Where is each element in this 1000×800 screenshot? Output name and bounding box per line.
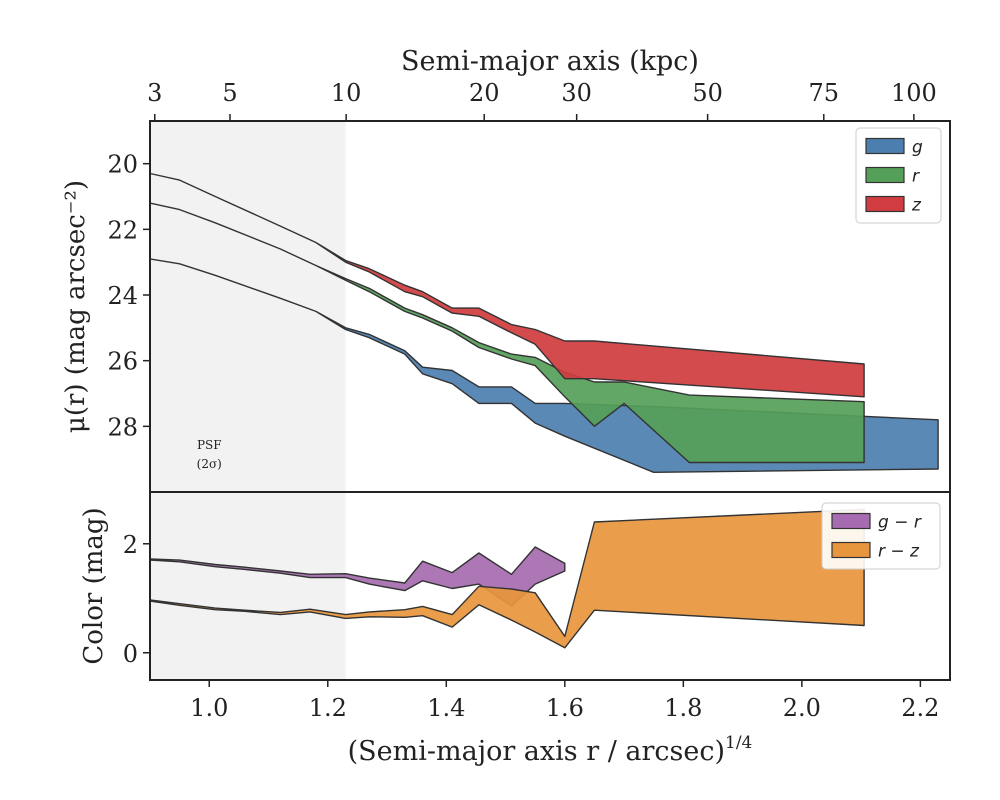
surface-brightness-series <box>149 172 939 473</box>
x-tick-label: 1.8 <box>664 694 702 722</box>
bottom-panel: 02 1.0 1.2 1.4 1.6 1.8 2.0 2.2 Color (mag) (Se… <box>79 491 951 767</box>
top-x-tick-label: 100 <box>891 79 937 107</box>
top-y-axis-label: μ(r) (mag arcsec⁻²) <box>61 180 91 433</box>
top-x-axis-kpc: 3 5 10 20 30 50 75 100 <box>147 79 937 121</box>
top-panel: 20 22 24 26 28 3 5 10 20 30 50 75 100 Semi-major ax… <box>61 46 951 493</box>
top-axis-label: Semi-major axis (kpc) <box>401 46 699 77</box>
legend-swatch <box>865 166 905 184</box>
x-tick-label: 2.0 <box>783 694 821 722</box>
top-y-tick-label: 26 <box>107 348 138 376</box>
bottom-y-axis: 02 <box>123 531 150 668</box>
top-x-tick-label: 20 <box>469 79 500 107</box>
legend-label: r − z <box>878 542 920 562</box>
legend-swatch <box>831 541 871 559</box>
top-x-tick-label: 5 <box>222 79 237 107</box>
psf-shaded-region-top <box>150 121 346 492</box>
bottom-y-axis-label: Color (mag) <box>79 507 109 664</box>
psf-shaded-region-bottom <box>150 492 346 680</box>
series-band-1 <box>149 508 865 649</box>
legend-swatch <box>865 137 905 155</box>
bottom-y-tick-label: 0 <box>123 640 138 668</box>
x-axis-label-exponent: 1/4 <box>725 733 752 753</box>
bottom-legend: g − r r − z <box>821 502 941 570</box>
x-tick-label: 2.2 <box>901 694 939 722</box>
x-tick-label: 1.2 <box>309 694 347 722</box>
top-x-tick-label: 75 <box>809 79 840 107</box>
bottom-y-tick-label: 2 <box>123 531 138 559</box>
x-axis-label: (Semi-major axis r / arcsec)1/4 <box>348 733 753 767</box>
top-x-tick-label: 50 <box>692 79 723 107</box>
series-band-0 <box>149 546 566 607</box>
x-tick-label: 1.0 <box>190 694 228 722</box>
top-legend: grz <box>855 127 942 224</box>
legend-swatch <box>865 195 905 213</box>
psf-label: PSF <box>197 438 222 452</box>
bottom-x-axis: 1.0 1.2 1.4 1.6 1.8 2.0 2.2 <box>190 680 939 722</box>
top-y-tick-label: 24 <box>107 282 138 310</box>
x-axis-label-main: (Semi-major axis r / arcsec) <box>348 736 725 767</box>
series-band-1 <box>149 202 865 464</box>
top-y-tick-label: 28 <box>107 413 138 441</box>
series-band-2 <box>149 172 865 398</box>
top-x-tick-label: 10 <box>331 79 362 107</box>
top-x-tick-label: 30 <box>561 79 592 107</box>
top-y-tick-label: 22 <box>107 216 138 244</box>
psf-sigma-label: (2σ) <box>197 457 222 471</box>
x-tick-label: 1.4 <box>427 694 465 722</box>
top-y-tick-label: 20 <box>107 151 138 179</box>
legend-label: z <box>911 196 922 216</box>
top-y-axis: 20 22 24 26 28 <box>107 151 150 441</box>
legend-label: g − r <box>878 513 922 533</box>
x-tick-label: 1.6 <box>546 694 584 722</box>
legend-label: r <box>912 167 920 187</box>
legend-label: g <box>912 138 923 158</box>
color-series <box>149 508 865 649</box>
top-x-tick-label: 3 <box>147 79 162 107</box>
bottom-panel-frame <box>149 491 951 681</box>
legend-swatch <box>831 512 871 530</box>
